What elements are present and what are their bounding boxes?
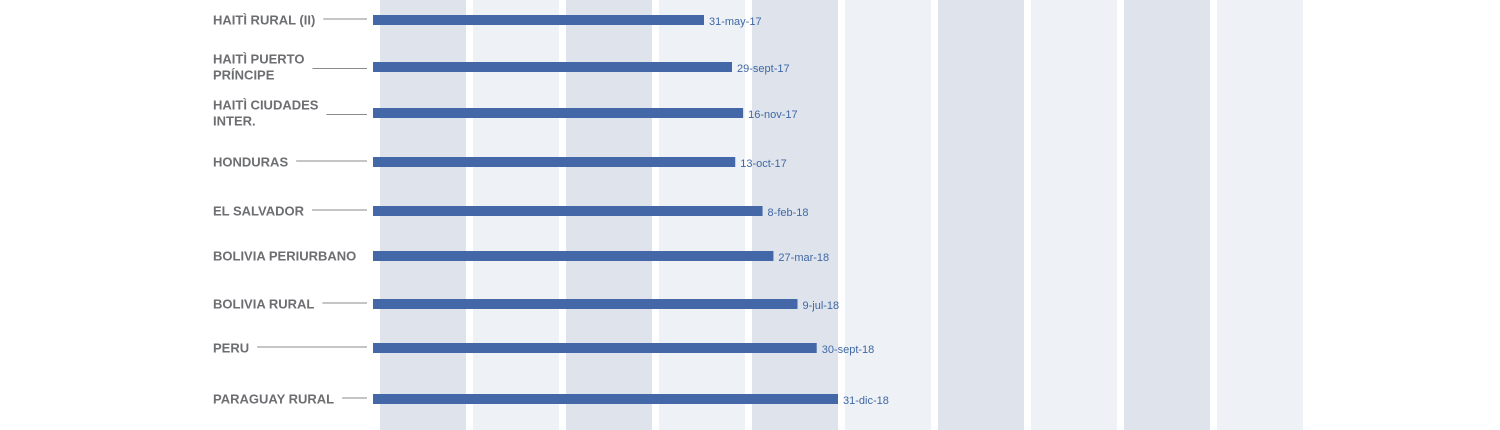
background-band (752, 0, 838, 430)
bar (373, 206, 763, 216)
bar (373, 157, 736, 167)
background-band (1217, 0, 1303, 430)
data-label: 16-nov-17 (748, 109, 798, 121)
bar (373, 15, 704, 25)
data-label: 31-may-17 (709, 16, 762, 28)
data-label: 8-feb-18 (768, 207, 809, 219)
background-band (1124, 0, 1210, 430)
bar (373, 62, 733, 72)
data-label: 31-dic-18 (843, 395, 889, 407)
bar (373, 251, 774, 261)
category-label: HAITÌ PUERTO PRÍNCIPE (213, 52, 305, 83)
category-label: PARAGUAY RURAL (213, 392, 334, 407)
background-band (1031, 0, 1117, 430)
background-band (845, 0, 931, 430)
category-label: HAITÌ CIUDADES INTER. (213, 98, 319, 129)
bar (373, 299, 798, 309)
category-labels: HAITÌ RURAL (II) HAITÌ PUERTO PRÍNCIPE HAIT… (213, 13, 356, 407)
leader-lines (257, 18, 367, 399)
data-label: 27-mar-18 (778, 252, 829, 264)
data-label: 13-oct-17 (740, 158, 786, 170)
bar (373, 394, 838, 404)
bar (373, 108, 744, 118)
category-label: HONDURAS (213, 155, 288, 170)
category-label: PERU (213, 341, 249, 356)
category-label: BOLIVIA RURAL (213, 297, 314, 312)
bar (373, 343, 817, 353)
background-band (938, 0, 1024, 430)
data-label: 9-jul-18 (802, 300, 839, 312)
category-label: BOLIVIA PERIURBANO (213, 249, 356, 264)
bars (373, 15, 838, 404)
category-label: HAITÌ RURAL (II) (213, 13, 315, 28)
data-label: 29-sept-17 (737, 63, 790, 75)
data-labels: 31-may-17 29-sept-17 16-nov-17 13-oct-17 8-f… (709, 16, 889, 407)
category-label: EL SALVADOR (213, 204, 305, 219)
data-label: 30-sept-18 (822, 344, 875, 356)
